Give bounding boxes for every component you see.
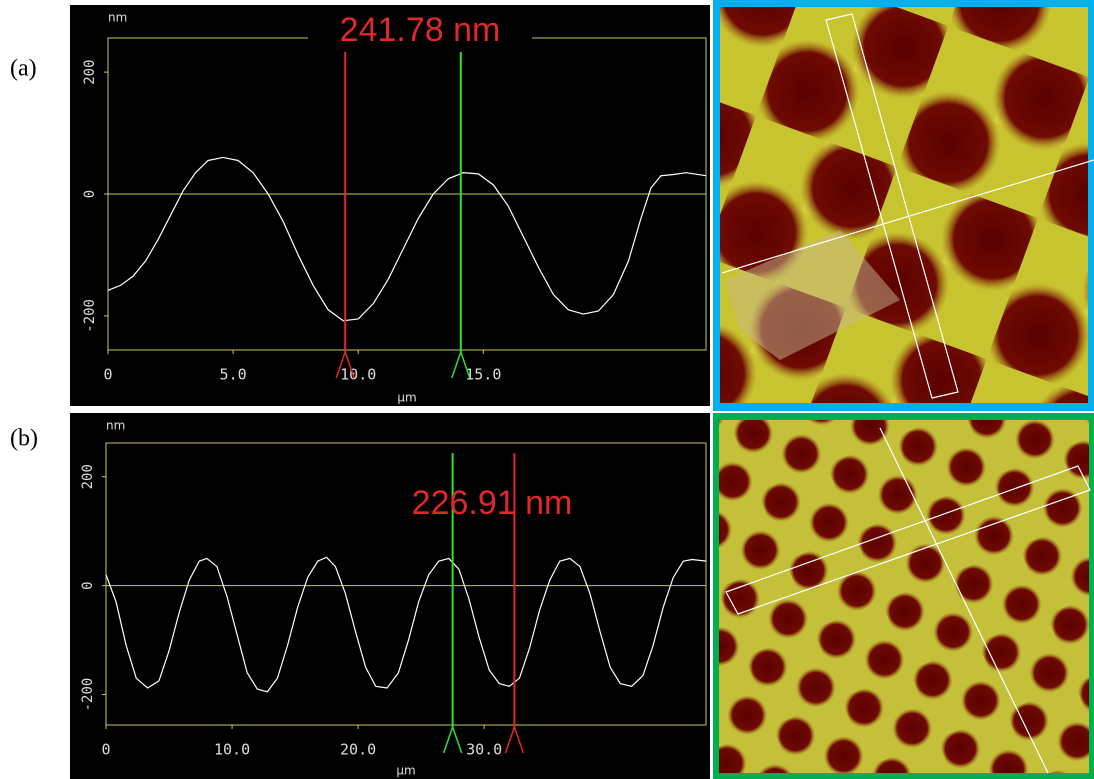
x-tick-label: 15.0 <box>465 366 501 384</box>
y-tick-label: -200 <box>80 678 96 712</box>
profile-chart: -200 0 200 0 5.0 10.0 15.0 nm µm 241.78 nm <box>82 8 707 405</box>
annotation-backdrop <box>308 8 532 52</box>
panel-label: (b) <box>10 426 38 452</box>
x-axis-label: µm <box>396 764 415 778</box>
y-tick-label: 0 <box>82 190 98 198</box>
y-tick-label: -200 <box>82 299 98 333</box>
x-tick-label: 0 <box>101 741 110 759</box>
x-tick-label: 30.0 <box>466 741 502 759</box>
y-tick-label: 0 <box>80 581 96 589</box>
panel-label: (a) <box>10 56 37 82</box>
cursor-marker <box>442 724 463 754</box>
y-axis-label: nm <box>108 11 127 25</box>
x-tick-label: 0 <box>103 366 112 384</box>
y-axis-label: nm <box>106 419 125 433</box>
cursor-marker <box>451 349 471 379</box>
cursor-marker <box>335 349 355 379</box>
cursor-marker <box>504 724 525 754</box>
y-tick-label: 200 <box>80 464 96 489</box>
chart-b-background <box>70 413 710 779</box>
x-tick-label: 20.0 <box>340 741 376 759</box>
x-axis-label: µm <box>397 391 416 405</box>
afm-image-b <box>713 413 1094 779</box>
chart-a-background <box>70 5 710 406</box>
profile-chart: -200 0 200 0 10.0 20.0 30.0 nm µm 226.91 nm <box>80 419 707 778</box>
measurement-annotation: 226.91 nm <box>412 484 573 522</box>
x-tick-label: 10.0 <box>214 741 250 759</box>
afm-image-a <box>713 0 1094 411</box>
plot-frame <box>105 442 707 726</box>
profile-line <box>107 156 707 322</box>
profile-line <box>105 556 707 693</box>
x-tick-label: 10.0 <box>340 366 376 384</box>
measurement-annotation: 241.78 nm <box>340 11 501 49</box>
x-tick-label: 5.0 <box>220 366 247 384</box>
y-tick-label: 200 <box>82 59 98 84</box>
